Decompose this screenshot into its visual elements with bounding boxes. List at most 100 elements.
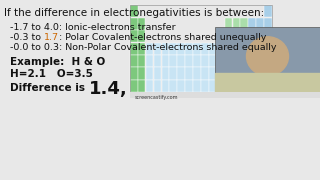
Text: If the difference in electronegativities is between:: If the difference in electronegativities… [4, 8, 264, 18]
Bar [264, 68, 272, 80]
Bar [248, 68, 256, 80]
Bar [146, 55, 153, 67]
Bar [130, 80, 138, 92]
Bar [138, 80, 146, 92]
Bar [185, 55, 193, 67]
Bar [217, 43, 224, 55]
Bar [162, 80, 169, 92]
Bar [130, 43, 138, 55]
Bar [138, 55, 146, 67]
Bar [225, 18, 232, 30]
Bar [138, 43, 146, 55]
Text: H=2.1   O=3.5: H=2.1 O=3.5 [10, 69, 93, 79]
Bar [146, 80, 153, 92]
Bar [225, 30, 232, 42]
Bar [170, 55, 177, 67]
Bar [138, 18, 146, 30]
Bar [138, 68, 146, 80]
Bar [248, 43, 256, 55]
Bar [201, 68, 209, 80]
Bar [215, 73, 320, 92]
Bar [193, 68, 201, 80]
Bar [233, 80, 240, 92]
Text: 1.4,: 1.4, [89, 80, 127, 98]
Bar [240, 43, 248, 55]
Bar [217, 80, 224, 92]
Bar [146, 68, 153, 80]
Bar [240, 68, 248, 80]
Bar [248, 30, 256, 42]
Bar [177, 68, 185, 80]
Bar [233, 68, 240, 80]
Bar [215, 27, 320, 92]
Text: -0.3 to: -0.3 to [10, 33, 44, 42]
Bar [201, 43, 209, 55]
Bar [256, 55, 264, 67]
Text: -1.7 to 4.0: Ionic-electrons transfer: -1.7 to 4.0: Ionic-electrons transfer [10, 23, 176, 32]
Text: 1.7: 1.7 [44, 33, 59, 42]
Bar [225, 80, 232, 92]
Bar [264, 43, 272, 55]
Bar [264, 55, 272, 67]
Bar [240, 55, 248, 67]
Bar [130, 92, 320, 98]
Bar [162, 68, 169, 80]
Bar [193, 43, 201, 55]
Bar [256, 30, 264, 42]
Bar [248, 18, 256, 30]
Bar [240, 30, 248, 42]
Bar [264, 5, 272, 17]
Bar [193, 55, 201, 67]
Bar [256, 68, 264, 80]
Bar [154, 55, 161, 67]
Bar [185, 80, 193, 92]
Ellipse shape [246, 37, 289, 76]
Text: Difference is: Difference is [10, 83, 89, 93]
Bar [162, 55, 169, 67]
Text: screencastify.com: screencastify.com [135, 95, 179, 100]
Bar [225, 55, 232, 67]
Bar [256, 18, 264, 30]
Bar [209, 55, 216, 67]
Bar [217, 55, 224, 67]
Bar [170, 68, 177, 80]
Bar [162, 43, 169, 55]
Bar [256, 43, 264, 55]
Bar [177, 80, 185, 92]
Bar [154, 80, 161, 92]
Bar [233, 18, 240, 30]
Text: Example:  H & O: Example: H & O [10, 57, 105, 67]
Bar [248, 55, 256, 67]
Bar [130, 5, 138, 17]
Bar [233, 43, 240, 55]
Bar [256, 80, 264, 92]
Bar [217, 68, 224, 80]
Bar [130, 30, 138, 42]
Bar [201, 55, 209, 67]
Bar [209, 68, 216, 80]
Bar [130, 18, 138, 30]
Bar [170, 80, 177, 92]
Text: : Polar Covalent-electrons shared unequally: : Polar Covalent-electrons shared unequa… [59, 33, 266, 42]
Bar [177, 55, 185, 67]
Bar [264, 18, 272, 30]
Bar [130, 5, 272, 92]
Bar [170, 43, 177, 55]
Bar [264, 30, 272, 42]
Bar [240, 80, 248, 92]
Bar [154, 68, 161, 80]
Bar [185, 43, 193, 55]
Bar [209, 43, 216, 55]
Bar [146, 43, 153, 55]
Bar [201, 80, 209, 92]
Text: -0.0 to 0.3: Non-Polar Covalent-electrons shared equally: -0.0 to 0.3: Non-Polar Covalent-electron… [10, 43, 276, 52]
Bar [154, 43, 161, 55]
Bar [233, 30, 240, 42]
Bar [130, 68, 138, 80]
Bar [138, 30, 146, 42]
Bar [248, 80, 256, 92]
Bar [225, 68, 232, 80]
Bar [193, 80, 201, 92]
Bar [233, 55, 240, 67]
Bar [225, 43, 232, 55]
